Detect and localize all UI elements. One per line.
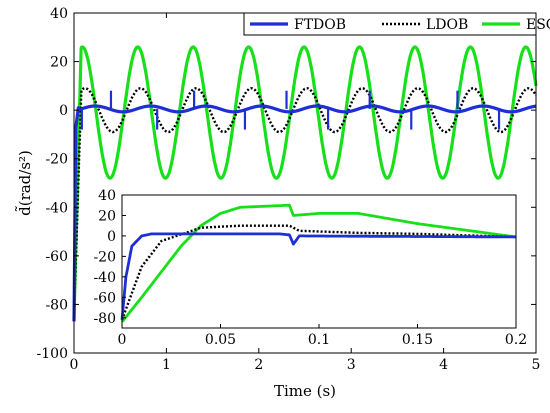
- x-tick-label: 0: [70, 357, 79, 373]
- y-tick-label: 20: [50, 55, 68, 71]
- legend-label-ldob: LDOB: [426, 17, 468, 33]
- y-tick-label: -40: [45, 200, 68, 216]
- inset-y-tick-label: -60: [93, 290, 116, 306]
- inset-y-tick-label: -40: [93, 270, 116, 286]
- inset-series-line-ldob: [120, 224, 517, 321]
- inset-x-tick-label: 0.2: [505, 332, 527, 348]
- inset-x-tick-label: 0.15: [402, 332, 433, 348]
- inset-y-tick-label: 20: [98, 208, 116, 224]
- x-axis-label: Time (s): [274, 382, 336, 400]
- inset-x-tick-label: 0.1: [308, 332, 330, 348]
- y-tick-label: -60: [45, 249, 68, 265]
- x-tick-label: 5: [532, 357, 541, 373]
- x-tick-label: 2: [254, 357, 263, 373]
- series-line-ftdob: [72, 104, 538, 322]
- inset-y-tick-label: -80: [93, 311, 116, 327]
- y-axis-label: d̃(rad/s²): [15, 150, 34, 216]
- y-tick-label: 40: [50, 6, 68, 22]
- legend-label-ftdob: FTDOB: [294, 17, 346, 33]
- series-line-eso: [72, 45, 538, 320]
- x-tick-label: 3: [347, 357, 356, 373]
- inset-x-tick-label: 0.05: [205, 332, 236, 348]
- y-tick-label: -20: [45, 152, 68, 168]
- legend-label-eso: ESO: [526, 17, 550, 33]
- inset-y-tick-label: 0: [107, 229, 116, 245]
- inset-plot-area: [122, 195, 516, 328]
- inset-series-line-ftdob: [120, 232, 517, 320]
- x-tick-label: 1: [162, 357, 171, 373]
- inset-series-line-eso: [120, 203, 517, 323]
- y-tick-label: 0: [59, 103, 68, 119]
- series-line-ldob: [72, 87, 538, 317]
- inset-x-tick-label: 0: [118, 332, 127, 348]
- x-tick-label: 4: [439, 357, 448, 373]
- inset-y-tick-label: -20: [93, 249, 116, 265]
- inset-y-tick-label: 40: [98, 188, 116, 204]
- y-tick-label: -80: [45, 297, 68, 313]
- y-tick-label: -100: [37, 346, 68, 362]
